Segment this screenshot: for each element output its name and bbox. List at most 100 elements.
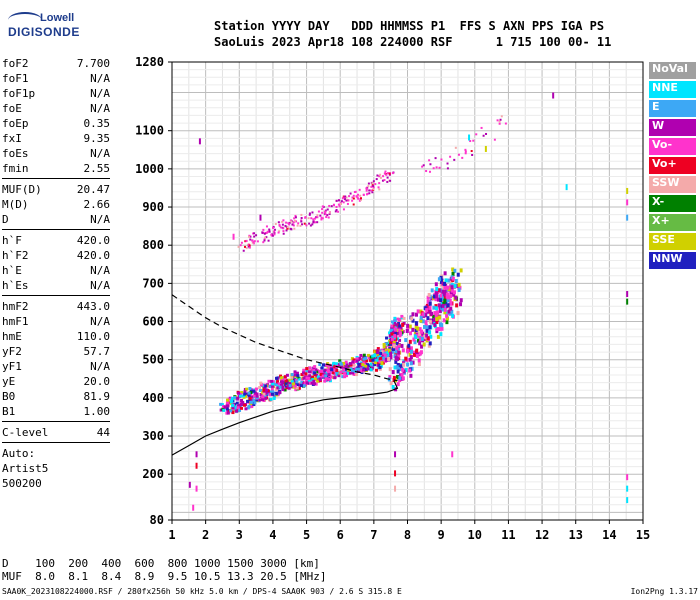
- echo-dot: [434, 304, 438, 309]
- echo-dot: [396, 369, 400, 374]
- echo-dot: [356, 196, 359, 199]
- echo-dot: [404, 338, 408, 343]
- echo-dot: [290, 385, 294, 389]
- param-row: foF1 N/A: [2, 71, 110, 86]
- echo-dot: [327, 373, 331, 377]
- echo-dot: [343, 375, 347, 379]
- echo-dot: [442, 318, 446, 323]
- x-tick-label: 8: [404, 528, 411, 542]
- param-row: hmF2 443.0: [2, 299, 110, 314]
- x-tick-label: 6: [337, 528, 344, 542]
- echo-dot: [371, 358, 375, 362]
- echo-dot: [362, 368, 366, 372]
- param-row: h`E N/A: [2, 263, 110, 278]
- echo-dot: [268, 230, 271, 233]
- echo-dot: [305, 224, 308, 227]
- echo-dot: [383, 172, 386, 175]
- echo-dot: [248, 234, 251, 237]
- echo-dot: [387, 356, 391, 361]
- echo-dot: [376, 363, 380, 367]
- echo-dot: [268, 384, 272, 388]
- echo-dot: [303, 222, 306, 225]
- echo-dot: [247, 391, 251, 395]
- echo-dot: [395, 346, 399, 351]
- param-label: yF2: [2, 345, 22, 358]
- echo-dot: [399, 331, 403, 336]
- echo-dot: [446, 298, 450, 303]
- echo-dot: [337, 203, 340, 206]
- echo-dot: [386, 351, 390, 355]
- echo-dot: [335, 205, 338, 208]
- echo-dot: [418, 331, 422, 336]
- echo-dot: [450, 309, 454, 314]
- echo-dot: [334, 362, 338, 366]
- echo-dot: [345, 196, 348, 199]
- echo-dot: [285, 229, 288, 232]
- param-label: foF2: [2, 57, 29, 70]
- echo-dot: [311, 211, 314, 214]
- parameter-panel: foF2 7.700 foF1 N/A foF1p N/A foE N/A foEp 0.35 fx…: [2, 56, 110, 491]
- echo-dot: [316, 379, 320, 383]
- echo-dot: [321, 374, 325, 378]
- echo-dot: [290, 373, 294, 377]
- echo-dot: [337, 363, 341, 367]
- echo-dot: [400, 328, 404, 332]
- echo-dot: [362, 193, 365, 196]
- echo-dot: [252, 403, 256, 407]
- echo-dot: [248, 387, 252, 391]
- param-label: h`F: [2, 234, 22, 247]
- echo-dot: [398, 334, 402, 338]
- echo-dot: [429, 334, 433, 339]
- echo-dot: [453, 283, 457, 288]
- echo-dot: [351, 369, 355, 373]
- param-value: N/A: [90, 279, 110, 292]
- echo-dot: [253, 240, 256, 243]
- echo-dot: [389, 341, 393, 345]
- echo-dot: [378, 175, 381, 178]
- echo-dot: [240, 241, 243, 244]
- echo-dot: [255, 234, 258, 237]
- param-label: MUF(D): [2, 183, 42, 196]
- echo-dot: [313, 373, 317, 377]
- echo-dot: [390, 320, 394, 324]
- echo-dot: [292, 221, 295, 224]
- x-tick-label: 10: [468, 528, 482, 542]
- echo-dot: [346, 366, 350, 370]
- echo-dot: [333, 365, 337, 369]
- echo-dot: [359, 197, 362, 200]
- echo-dot: [382, 175, 385, 178]
- echo-dot: [428, 325, 432, 330]
- chart-curves: [171, 294, 399, 456]
- echo-dot: [308, 213, 311, 216]
- echo-dot: [411, 318, 415, 323]
- echo-dot: [318, 369, 322, 373]
- echo-dot: [250, 395, 254, 399]
- echo-dot: [229, 400, 233, 404]
- echo-dot: [397, 326, 401, 330]
- echo-dot: [270, 384, 274, 388]
- echo-dot: [298, 383, 302, 387]
- echo-dot: [318, 363, 322, 367]
- echo-dot: [337, 374, 341, 378]
- echo-dot: [319, 372, 323, 376]
- echo-dot: [388, 342, 392, 346]
- echo-dot: [394, 349, 398, 354]
- echo-dot: [445, 320, 449, 325]
- param-row: D N/A: [2, 212, 110, 227]
- echo-dot: [415, 348, 419, 353]
- y-tick-label: 300: [142, 429, 164, 443]
- echo-dot: [435, 320, 439, 325]
- echo-dot: [242, 249, 245, 252]
- echo-dot: [294, 388, 298, 392]
- echo-dot: [348, 362, 352, 366]
- echo-dot: [255, 394, 259, 398]
- echo-dot: [268, 228, 271, 231]
- echo-dot: [219, 402, 223, 406]
- echo-dot: [385, 336, 389, 340]
- echo-dot: [388, 331, 392, 335]
- echo-dot: [428, 330, 432, 335]
- echo-dot: [305, 379, 309, 383]
- echo-dot: [386, 354, 390, 358]
- echo-dot: [293, 227, 296, 230]
- echo-dot: [375, 178, 378, 181]
